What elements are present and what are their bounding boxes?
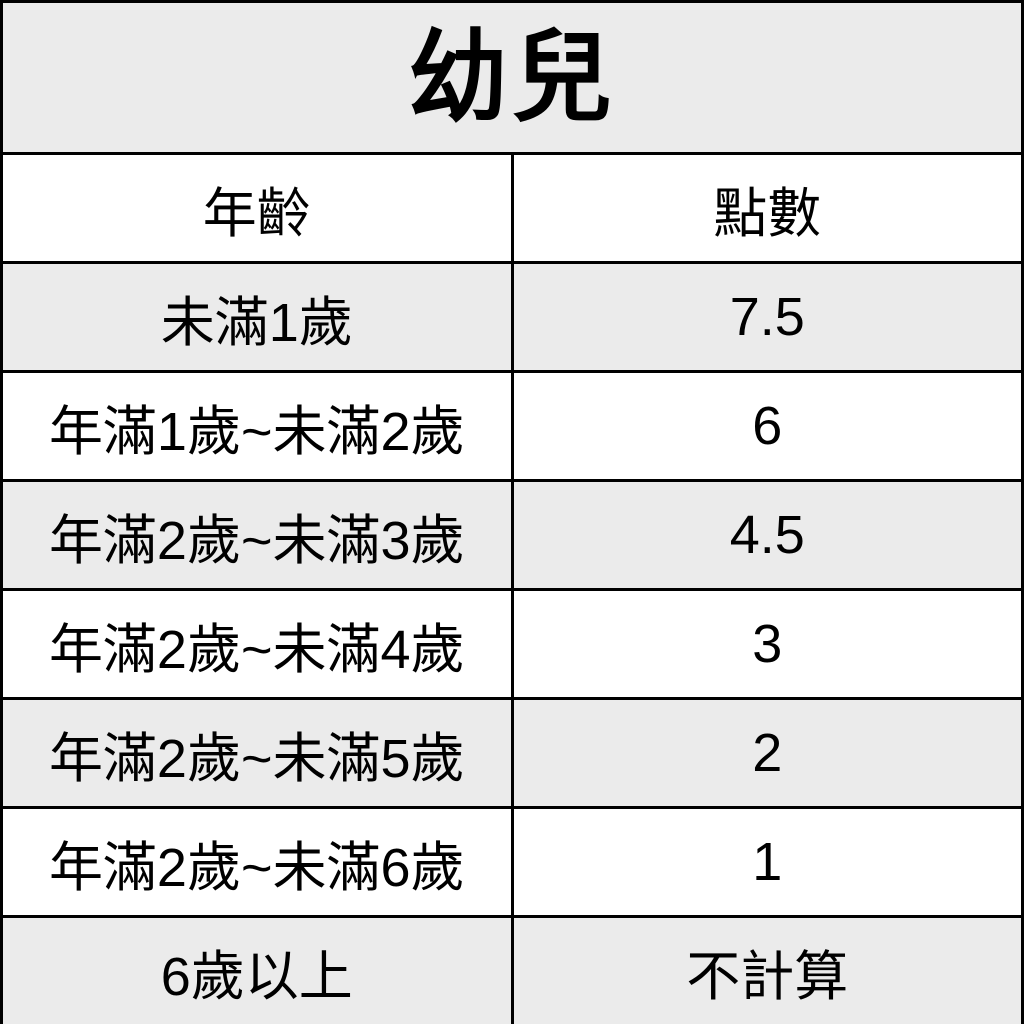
age-cell: 年滿1歲~未滿2歲: [0, 370, 514, 482]
table-row: 6歲以上 不計算: [0, 915, 1024, 1024]
points-cell: 不計算: [510, 915, 1024, 1024]
points-cell: 4.5: [510, 479, 1024, 591]
table-row: 年滿2歲~未滿5歲 2: [0, 697, 1024, 809]
table-title: 幼兒: [0, 0, 1024, 155]
table-row: 年滿1歲~未滿2歲 6: [0, 370, 1024, 482]
column-header-age: 年齡: [0, 152, 514, 264]
age-cell: 未滿1歲: [0, 261, 514, 373]
age-cell: 6歲以上: [0, 915, 514, 1024]
points-cell: 3: [510, 588, 1024, 700]
column-header-points: 點數: [510, 152, 1024, 264]
age-cell: 年滿2歲~未滿4歲: [0, 588, 514, 700]
header-row: 年齡 點數: [0, 152, 1024, 264]
age-cell: 年滿2歲~未滿5歲: [0, 697, 514, 809]
points-cell: 1: [510, 806, 1024, 918]
table-row: 未滿1歲 7.5: [0, 261, 1024, 373]
table-row: 年滿2歲~未滿4歲 3: [0, 588, 1024, 700]
age-cell: 年滿2歲~未滿3歲: [0, 479, 514, 591]
title-row: 幼兒: [0, 0, 1024, 155]
points-cell: 7.5: [510, 261, 1024, 373]
age-cell: 年滿2歲~未滿6歲: [0, 806, 514, 918]
points-cell: 2: [510, 697, 1024, 809]
table-row: 年滿2歲~未滿3歲 4.5: [0, 479, 1024, 591]
points-cell: 6: [510, 370, 1024, 482]
table-row: 年滿2歲~未滿6歲 1: [0, 806, 1024, 918]
